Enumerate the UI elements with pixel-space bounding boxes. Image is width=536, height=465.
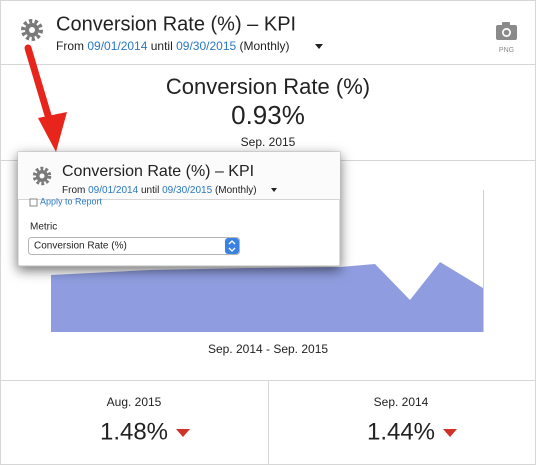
dropdown-caret[interactable] [315, 44, 323, 49]
down-indicator [176, 429, 190, 437]
export-button[interactable]: PNG [496, 22, 517, 54]
start-date[interactable]: 09/01/2014 [88, 185, 138, 196]
trend-area [51, 262, 483, 332]
date-range: From 09/01/2014 until 09/30/2015 (Monthl… [56, 39, 290, 53]
settings-gear[interactable] [32, 166, 52, 186]
start-date[interactable]: 09/01/2014 [87, 39, 147, 53]
popup-title: Conversion Rate (%) – KPI [62, 163, 254, 180]
metric-select-value: Conversion Rate (%) [34, 241, 127, 252]
metric-select[interactable]: Conversion Rate (%) [28, 237, 240, 255]
from-label: From [62, 185, 85, 196]
comparison-value: 1.44% [367, 418, 435, 445]
end-date[interactable]: 09/30/2015 [162, 185, 212, 196]
metric-name: Conversion Rate (%) [166, 74, 370, 99]
popup-date-range: From 09/01/2014 until 09/30/2015 (Monthl… [62, 185, 257, 196]
comparison-period: Aug. 2015 [107, 395, 162, 409]
apply-label[interactable]: Apply to Report [40, 196, 103, 206]
period[interactable]: (Monthly) [215, 185, 257, 196]
settings-gear[interactable] [21, 19, 43, 41]
comparison-value: 1.48% [100, 418, 168, 445]
period[interactable]: (Monthly) [240, 39, 290, 53]
down-indicator [443, 429, 457, 437]
comparison-period: Sep. 2014 [374, 395, 429, 409]
chart-range: Sep. 2014 - Sep. 2015 [208, 342, 328, 356]
apply-checkbox[interactable] [29, 198, 38, 207]
metric-label: Metric [30, 222, 57, 233]
dropdown-caret[interactable] [271, 188, 277, 192]
widget-title: Conversion Rate (%) – KPI [56, 13, 296, 35]
end-date[interactable]: 09/30/2015 [176, 39, 236, 53]
until-label: until [151, 39, 173, 53]
settings-popup: Conversion Rate (%) – KPI From 09/01/201… [17, 151, 341, 267]
export-label: PNG [499, 47, 514, 54]
annotation-arrow [24, 44, 67, 152]
from-label: From [56, 39, 84, 53]
metric-value: 0.93% [231, 100, 305, 130]
metric-period: Sep. 2015 [241, 135, 296, 149]
until-label: until [141, 185, 159, 196]
